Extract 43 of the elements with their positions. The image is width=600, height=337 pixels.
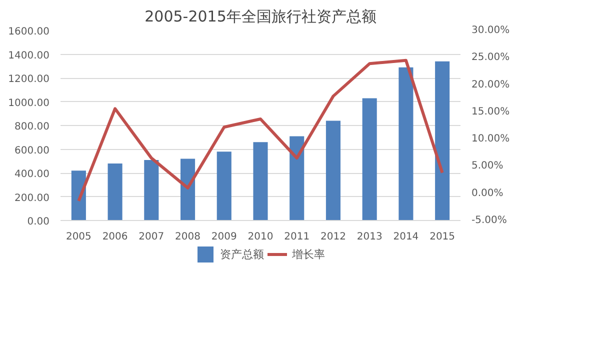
x-tick-label: 2005 bbox=[66, 232, 92, 242]
bar bbox=[144, 160, 159, 220]
x-tick-label: 2007 bbox=[138, 232, 164, 242]
y-tick-label: 600.00 bbox=[14, 145, 50, 156]
bar bbox=[253, 142, 268, 220]
y2-tick-label: 30.00% bbox=[472, 25, 510, 36]
x-tick-label: 2014 bbox=[393, 232, 419, 242]
bar bbox=[362, 98, 377, 220]
y-tick-label: 0.00 bbox=[27, 216, 50, 228]
bar bbox=[180, 158, 196, 220]
bar bbox=[290, 136, 304, 220]
bar bbox=[398, 67, 414, 220]
x-tick-label: 2013 bbox=[356, 232, 382, 242]
y-tick-label: 1400.00 bbox=[8, 50, 50, 62]
x-tick-label: 2012 bbox=[320, 232, 346, 242]
x-tick-label: 2015 bbox=[430, 232, 456, 242]
bar bbox=[435, 61, 450, 220]
y2-tick-label: 5.00% bbox=[472, 160, 504, 172]
x-tick-label: 2008 bbox=[175, 232, 200, 242]
bar bbox=[326, 120, 340, 220]
y-tick-label: 800.00 bbox=[14, 122, 50, 132]
bar bbox=[216, 152, 232, 220]
y2-tick-label: 0.00% bbox=[472, 188, 504, 199]
x-tick-label: 2010 bbox=[248, 232, 274, 242]
x-tick-label: 2011 bbox=[284, 232, 310, 242]
y2-tick-label: 15.00% bbox=[472, 106, 510, 118]
y2-tick-label: -5.00% bbox=[472, 215, 507, 226]
bar bbox=[108, 164, 122, 220]
y2-tick-label: 25.00% bbox=[472, 52, 510, 64]
y-tick-label: 1600.00 bbox=[8, 26, 50, 38]
y-tick-label: 200.00 bbox=[14, 192, 50, 204]
chart-title: 2005-2015年全国旅行社资产总额 bbox=[144, 8, 376, 26]
y2-tick-label: 20.00% bbox=[472, 79, 510, 90]
line-series bbox=[77, 58, 444, 202]
y-tick-label: 400.00 bbox=[14, 169, 50, 180]
x-tick-label: 2006 bbox=[102, 232, 128, 242]
legend-label: 资产总额 bbox=[220, 246, 264, 262]
y2-tick-label: 10.00% bbox=[472, 134, 510, 145]
legend-label: 增长率 bbox=[292, 246, 325, 262]
y-tick-label: 1000.00 bbox=[8, 98, 50, 109]
x-tick-label: 2009 bbox=[211, 232, 237, 242]
y-tick-label: 1200.00 bbox=[8, 74, 50, 85]
bar bbox=[71, 170, 86, 220]
